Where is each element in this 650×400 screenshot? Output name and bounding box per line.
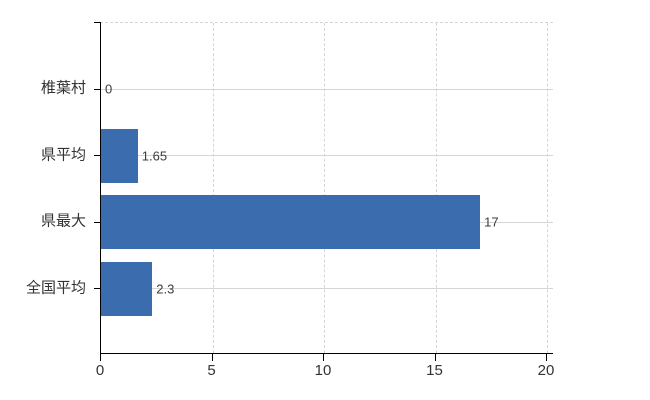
value-label: 2.3 (156, 281, 175, 297)
y-axis-top-tick (94, 22, 101, 23)
x-axis-tick (434, 354, 436, 361)
value-label: 1.65 (141, 148, 168, 164)
category-label-椎葉村: 椎葉村 (40, 79, 86, 97)
horizontal-gridline (101, 155, 553, 157)
y-axis-tick (94, 88, 101, 90)
y-axis-tick (94, 288, 101, 290)
x-axis-tick (100, 354, 101, 361)
vertical-gridline (547, 23, 548, 353)
x-axis-tick-label: 15 (426, 362, 443, 379)
bar-全国平均 (101, 261, 153, 316)
vertical-gridline (212, 23, 214, 353)
value-label: 17 (484, 214, 499, 230)
horizontal-gridline (101, 88, 553, 90)
y-axis-tick (94, 221, 101, 223)
x-axis-tick (546, 354, 547, 361)
bar-県平均 (101, 128, 138, 183)
x-axis-tick-label: 5 (207, 362, 216, 379)
horizontal-gridline (101, 288, 553, 290)
y-axis-tick (94, 155, 101, 157)
x-axis-tick (211, 354, 213, 361)
vertical-gridline (435, 23, 437, 353)
category-label-県最大: 県最大 (40, 212, 86, 230)
x-axis-tick-label: 10 (314, 362, 332, 379)
x-axis-tick-label: 0 (95, 362, 105, 379)
vertical-gridline (324, 23, 325, 353)
value-label: 0 (105, 81, 113, 97)
x-axis-tick (323, 354, 324, 361)
category-label-県平均: 県平均 (40, 146, 86, 164)
plot-area: 0 1.65 17 2.3 (94, 22, 553, 354)
category-label-全国平均: 全国平均 (25, 279, 86, 297)
x-axis-tick-label: 20 (537, 362, 555, 379)
bar-県最大 (101, 195, 481, 250)
